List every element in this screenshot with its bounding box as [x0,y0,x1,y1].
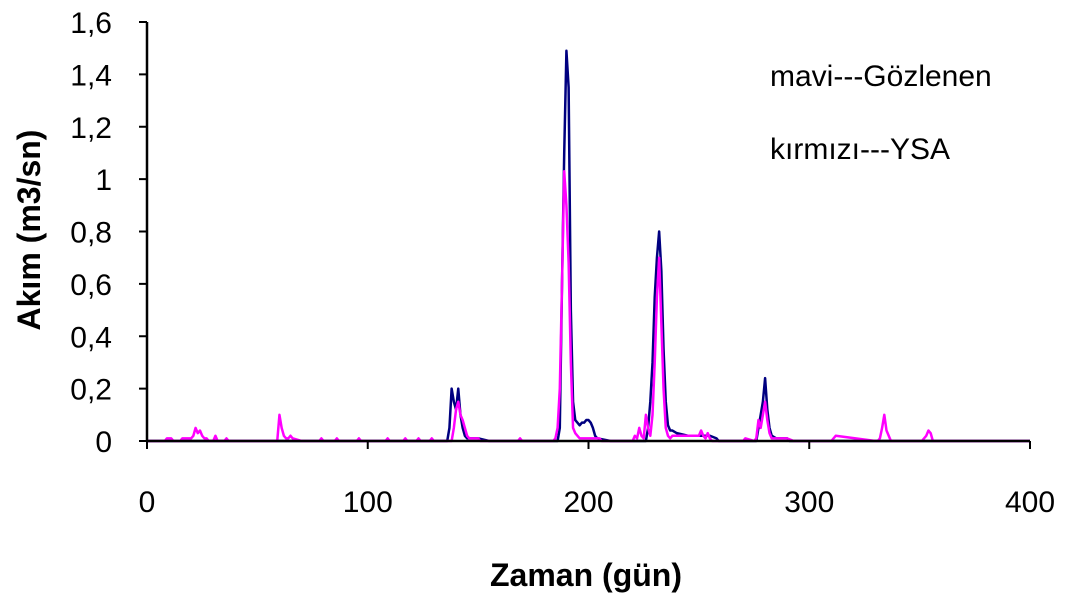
x-tick-label: 400 [1005,486,1055,519]
y-tick-label: 0,4 [70,321,112,354]
y-axis-title: Akım (m3/sn) [11,130,47,331]
series-line-predicted [147,170,1030,443]
y-tick-label: 1,2 [70,112,112,145]
legend-predicted: kırmızı---YSA [770,133,950,166]
y-tick-label: 0,2 [70,374,112,407]
x-tick-label: 0 [139,486,156,519]
y-tick-label: 1 [95,164,112,197]
x-axis-title: Zaman (gün) [490,557,682,593]
y-tick-label: 1,6 [70,7,112,40]
series-line-observed [147,49,1030,443]
y-tick-label: 1,4 [70,59,112,92]
legend-observed: mavi---Gözlenen [770,60,992,93]
y-tick-label: 0,8 [70,217,112,250]
x-tick-label: 200 [563,486,613,519]
tick-layer: 0 100 200 300 400 0 0,2 0,4 0,6 0,8 1 1,2 1,4 1,6 [70,7,1055,519]
x-tick-label: 100 [343,486,393,519]
x-tick-label: 300 [784,486,834,519]
y-tick-label: 0,6 [70,269,112,302]
series-layer [147,49,1030,443]
y-tick-label: 0 [95,426,112,459]
